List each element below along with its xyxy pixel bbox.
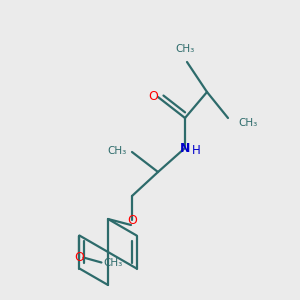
Text: CH₃: CH₃ xyxy=(103,257,123,268)
Text: H: H xyxy=(192,145,200,158)
Text: O: O xyxy=(127,214,137,226)
Text: N: N xyxy=(180,142,190,154)
Text: CH₃: CH₃ xyxy=(238,118,257,128)
Text: O: O xyxy=(148,89,158,103)
Text: O: O xyxy=(74,251,84,264)
Text: CH₃: CH₃ xyxy=(108,146,127,156)
Text: CH₃: CH₃ xyxy=(176,44,195,54)
